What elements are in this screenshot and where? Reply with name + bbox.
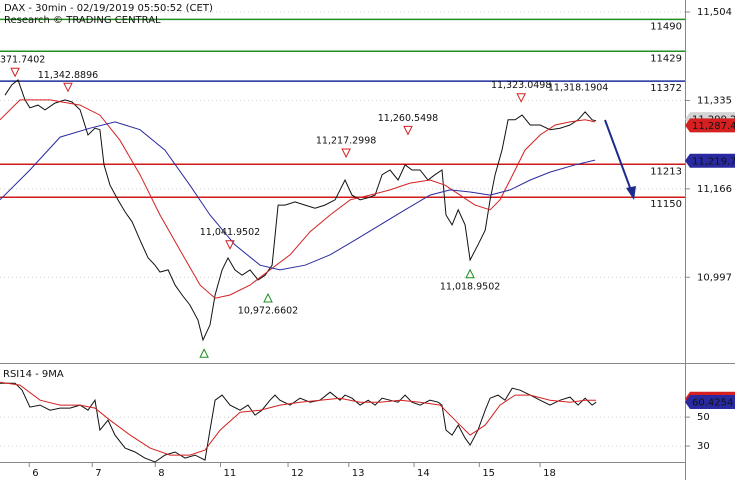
y-tick-label: 11,504 [697,7,732,18]
level-label: 11372 [650,83,682,94]
trough-marker [465,268,475,279]
value-flag [685,118,735,133]
y-tick-label: 11,335 [697,95,732,106]
x-tick-label: 15 [482,468,495,479]
peak-marker [516,93,526,103]
level-label: 11150 [650,199,682,210]
x-tick-label: 12 [291,468,304,479]
peak-label: 11,342.8896 [38,70,98,81]
x-tick-label: 11 [224,468,237,479]
plot-layer: 11,504 11,335 11,166 10,997 6 7 8 11 12 13 14 15 18 1… [0,7,735,479]
x-tick-label: 6 [32,468,38,479]
y-tick-label: 10,997 [697,272,732,283]
chart-title: DAX - 30min - 02/19/2019 05:50:52 (CET) [4,3,213,14]
series-line [0,121,596,271]
y-tick-label: 50 [697,412,710,423]
series-line [0,99,596,299]
value-flag [685,395,735,410]
level-label: 11429 [650,53,682,64]
value-flag [685,153,735,168]
peak-label: 11,371.7402 [0,55,45,66]
level-label: 11490 [650,21,682,32]
trough-marker [263,292,273,303]
forecast-arrow-head [626,186,636,200]
rsi-title: RSI14 - 9MA [3,369,64,380]
x-tick-label: 14 [417,468,430,479]
peak-marker [403,125,413,136]
value-flag-label: 60.4254 [692,398,733,409]
peak-label: 11,217.2998 [316,136,376,147]
trough-marker [199,348,209,358]
level-label: 11213 [650,166,682,177]
x-tick-label: 18 [543,468,556,479]
trough-label: 10,972.6602 [238,305,298,316]
peak-label: 11,323.0498 [491,80,551,91]
x-tick-label: 7 [95,468,101,479]
x-tick-label: 8 [158,468,164,479]
value-flag-label: 11,287.4 [692,121,735,132]
peak-label: 11,260.5498 [378,113,438,124]
peak-marker [225,240,235,250]
peak-marker [341,148,351,159]
series-line [4,79,597,342]
y-tick-label: 11,166 [697,184,732,195]
peak-label: 11,041.9502 [200,227,260,238]
trough-label: 11,018.9502 [440,281,500,292]
value-flag-label: 11,219.7 [692,156,735,167]
series-line [0,381,597,456]
x-tick-label: 13 [352,468,365,479]
price-label: 11,318.1904 [548,83,608,94]
y-tick-label: 30 [697,441,710,452]
forecast-arrow [604,119,633,194]
peak-marker [63,82,73,93]
peak-marker [10,67,20,78]
chart-subtitle: Research © TRADING CENTRAL [4,15,161,26]
